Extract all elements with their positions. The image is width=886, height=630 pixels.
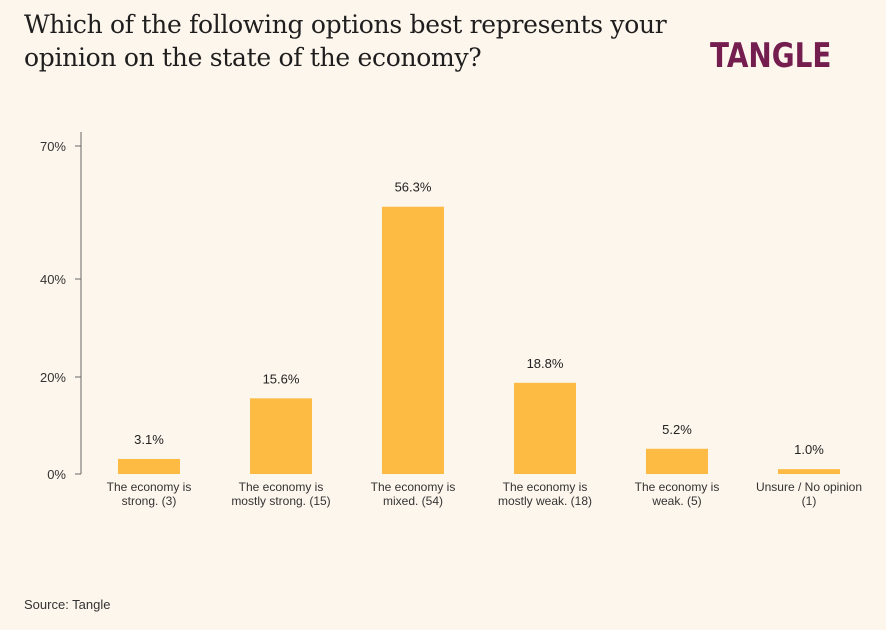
category-label: The economy is <box>107 480 192 494</box>
bar <box>382 206 444 474</box>
category-label: weak. (5) <box>651 494 701 508</box>
bar-chart: 0%20%40%70% 3.1%15.6%56.3%18.8%5.2%1.0% … <box>40 132 862 508</box>
bar-value-label: 18.8% <box>527 356 564 371</box>
category-label: The economy is <box>503 480 588 494</box>
y-tick-label: 20% <box>40 370 66 385</box>
y-tick-label: 70% <box>40 139 66 154</box>
bar <box>646 448 708 474</box>
category-label: mostly strong. (15) <box>231 494 330 508</box>
bar-value-label: 1.0% <box>794 442 824 457</box>
y-tick-label: 0% <box>47 467 66 482</box>
bar-value-label: 3.1% <box>134 432 164 447</box>
y-axis: 0% 20% 40% 70% <box>40 132 82 482</box>
bar-value-label: 15.6% <box>263 371 300 386</box>
category-label: The economy is <box>371 480 456 494</box>
bar-value-label: 56.3% <box>395 180 432 195</box>
bar <box>250 398 312 474</box>
category-label: (1) <box>802 494 817 508</box>
chart-title: Which of the following options best repr… <box>24 10 667 72</box>
category-label: Unsure / No opinion <box>756 480 862 494</box>
category-label: strong. (3) <box>122 494 177 508</box>
bar <box>778 469 840 474</box>
tangle-logo: TANGLE <box>710 36 832 76</box>
bar <box>118 458 180 474</box>
bar-value-label: 5.2% <box>662 422 692 437</box>
bars <box>118 206 840 474</box>
value-labels: 3.1% 15.6% 56.3% 18.8% 5.2% 1.0% <box>134 180 824 457</box>
category-label: The economy is <box>239 480 324 494</box>
source-note: Source: Tangle <box>24 597 111 612</box>
y-tick-label: 40% <box>40 272 66 287</box>
category-label: mostly weak. (18) <box>498 494 592 508</box>
category-label: The economy is <box>635 480 720 494</box>
category-label: mixed. (54) <box>383 494 443 508</box>
bar <box>514 382 576 474</box>
